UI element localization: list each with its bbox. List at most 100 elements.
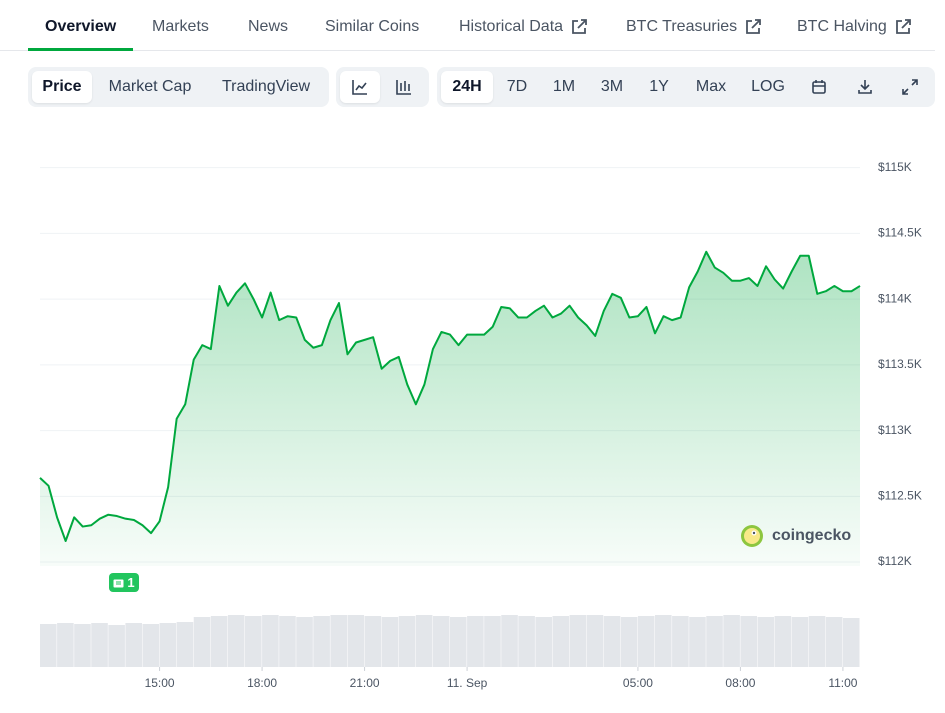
volume-bar (91, 623, 108, 667)
range-group: 24H 7D 1M 3M 1Y Max LOG (437, 67, 935, 107)
external-icon (572, 19, 587, 34)
volume-bar (552, 616, 570, 667)
event-marker[interactable]: 1 (109, 573, 139, 592)
price-area (40, 251, 860, 566)
volume-bar (176, 622, 194, 667)
x-tick-label: 11. Sep (447, 676, 488, 690)
volume-bar (791, 617, 809, 667)
volume-bar (450, 617, 467, 667)
calendar-button[interactable] (803, 71, 835, 103)
volume-bar (672, 616, 689, 667)
watermark-text: coingecko (772, 527, 852, 544)
volume-bar (620, 617, 638, 667)
x-tick-label: 15:00 (145, 676, 175, 690)
volume-bar (57, 623, 74, 667)
external-icon (895, 19, 911, 34)
line-chart-button[interactable] (340, 71, 380, 103)
x-tick-label: 21:00 (350, 676, 380, 690)
metric-button[interactable]: Price (32, 71, 92, 103)
y-tick-label: $115K (878, 160, 912, 174)
volume-bar (432, 616, 450, 667)
volume-bar (330, 615, 347, 667)
metric-button[interactable]: Market Cap (108, 78, 192, 95)
volume-bar (740, 616, 757, 667)
range-button[interactable]: 24H (441, 71, 493, 103)
volume-bar (757, 617, 775, 667)
y-tick-label: $112.5K (878, 488, 922, 502)
tab[interactable]: Markets (152, 18, 209, 35)
y-tick-label: $114.5K (878, 226, 922, 240)
y-tick-label: $113.5K (878, 357, 922, 371)
volume-bar (689, 617, 706, 667)
volume-bar (808, 616, 826, 667)
y-tick-label: $114K (878, 291, 912, 305)
tab[interactable]: News (248, 18, 289, 35)
range-button[interactable]: Max (695, 78, 727, 95)
metric-button[interactable]: TradingView (221, 78, 311, 95)
candle-chart-button[interactable] (384, 71, 424, 103)
range-button[interactable]: LOG (751, 78, 785, 95)
volume-bar (296, 617, 313, 667)
volume-bar (142, 624, 160, 667)
volume-bar (467, 616, 484, 667)
tab-label: BTC Treasuries (626, 18, 738, 35)
volume-bar (74, 624, 91, 667)
price-line (39, 250, 861, 543)
volume-bar (245, 616, 262, 667)
tab[interactable]: BTC Halving (797, 18, 911, 36)
y-tick-label: $113K (878, 423, 912, 437)
tab-label: Historical Data (459, 18, 564, 35)
volume-bar (210, 616, 228, 667)
tab-bar: Overview Markets News Similar Coins Hist… (0, 0, 935, 51)
download-button[interactable] (849, 71, 881, 103)
volume-bar (398, 616, 416, 667)
volume-bar (381, 617, 399, 667)
volume-bar (193, 617, 211, 667)
volume-bar (279, 616, 296, 667)
range-button[interactable]: 7D (506, 78, 528, 95)
range-button[interactable]: 1Y (649, 78, 669, 95)
volume-bar (262, 615, 279, 667)
volume-bar (603, 616, 621, 667)
volume-bar (842, 618, 860, 667)
volume-bar (825, 617, 843, 667)
x-tick-label: 08:00 (725, 676, 755, 690)
range-button[interactable]: 3M (600, 78, 624, 95)
tab-label: BTC Halving (797, 18, 887, 35)
volume-bar (347, 615, 365, 667)
range-button[interactable]: 1M (552, 78, 576, 95)
volume-bar (484, 616, 501, 667)
x-tick-label: 05:00 (623, 676, 653, 690)
external-icon (746, 19, 762, 34)
volume-bar (535, 617, 552, 667)
volume-bar (159, 623, 177, 667)
volume-bar (227, 615, 245, 667)
volume-bar (501, 615, 518, 667)
volume-bar (723, 615, 740, 667)
volume-bar (774, 616, 792, 667)
metric-group: Price Market Cap TradingView (28, 67, 329, 107)
volume-bar (415, 615, 433, 667)
tab[interactable]: BTC Treasuries (626, 18, 762, 36)
volume-bar (655, 615, 672, 667)
volume-bar (364, 616, 382, 667)
tab[interactable]: Overview (45, 18, 117, 35)
volume-bar (125, 623, 142, 667)
volume-bar (40, 624, 57, 667)
watermark: coingecko (740, 524, 851, 548)
volume-bar (518, 616, 535, 667)
volume-bar (569, 615, 587, 667)
tab[interactable]: Similar Coins (325, 18, 420, 35)
tab[interactable]: Historical Data (459, 18, 587, 36)
y-tick-label: $112K (878, 554, 912, 568)
volume-bar (637, 616, 655, 667)
event-count: 1 (127, 575, 135, 590)
volume-bar (313, 616, 330, 667)
volume-bar (586, 615, 604, 667)
x-tick-label: 11:00 (828, 676, 857, 690)
volume-bar (706, 616, 723, 667)
fullscreen-button[interactable] (894, 71, 926, 103)
x-tick-label: 18:00 (247, 676, 277, 690)
chart-style-group (336, 67, 429, 107)
